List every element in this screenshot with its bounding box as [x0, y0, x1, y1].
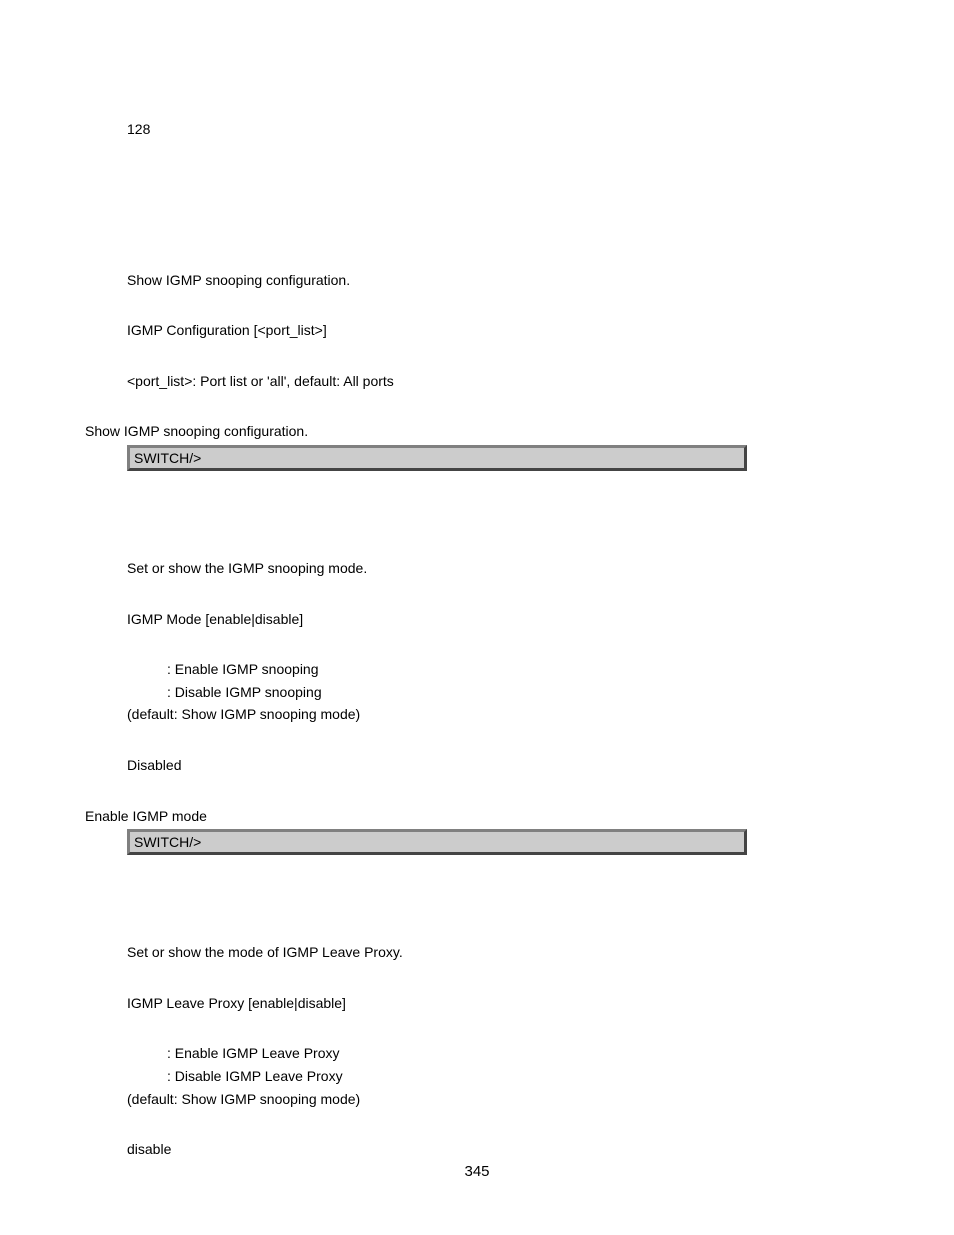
- sec1-syntax: IGMP Configuration [<port_list>]: [127, 321, 869, 341]
- sec1-terminal: SWITCH/>: [127, 445, 747, 471]
- top-value: 128: [127, 120, 869, 140]
- sec1-description: Show IGMP snooping configuration.: [127, 271, 869, 291]
- page-number: 345: [0, 1163, 954, 1180]
- sec2-default: Disabled: [127, 756, 869, 776]
- sec3-param2: : Disable IGMP Leave Proxy: [167, 1067, 869, 1087]
- sec2-example-label: Enable IGMP mode: [85, 807, 869, 827]
- sec2-param1: : Enable IGMP snooping: [167, 660, 869, 680]
- sec2-description: Set or show the IGMP snooping mode.: [127, 559, 869, 579]
- sec1-example-label: Show IGMP snooping configuration.: [85, 422, 869, 442]
- sec3-param3: (default: Show IGMP snooping mode): [127, 1090, 869, 1110]
- sec2-syntax: IGMP Mode [enable|disable]: [127, 610, 869, 630]
- sec3-description: Set or show the mode of IGMP Leave Proxy…: [127, 943, 869, 963]
- sec3-param1: : Enable IGMP Leave Proxy: [167, 1044, 869, 1064]
- sec1-param: <port_list>: Port list or 'all', default…: [127, 372, 869, 392]
- sec3-syntax: IGMP Leave Proxy [enable|disable]: [127, 994, 869, 1014]
- document-page: 128 Show IGMP snooping configuration. IG…: [0, 0, 954, 1223]
- sec2-param3: (default: Show IGMP snooping mode): [127, 705, 869, 725]
- sec2-param2: : Disable IGMP snooping: [167, 683, 869, 703]
- sec3-default: disable: [127, 1140, 869, 1160]
- sec2-terminal: SWITCH/>: [127, 829, 747, 855]
